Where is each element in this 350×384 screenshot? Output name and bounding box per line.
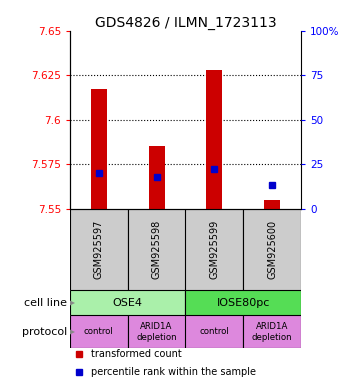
Bar [128, 315, 186, 348]
Bar [206, 70, 223, 209]
Text: transformed count: transformed count [91, 349, 182, 359]
Text: IOSE80pc: IOSE80pc [217, 298, 270, 308]
Bar [186, 209, 243, 290]
Text: protocol: protocol [22, 327, 67, 337]
Text: GSM925597: GSM925597 [94, 220, 104, 279]
Bar [148, 146, 165, 209]
Text: control: control [84, 327, 114, 336]
Bar [91, 89, 107, 209]
Title: GDS4826 / ILMN_1723113: GDS4826 / ILMN_1723113 [95, 16, 276, 30]
Bar [70, 209, 128, 290]
Bar [70, 315, 128, 348]
Text: OSE4: OSE4 [113, 298, 143, 308]
Text: cell line: cell line [24, 298, 67, 308]
Text: percentile rank within the sample: percentile rank within the sample [91, 367, 256, 377]
Bar [243, 315, 301, 348]
Text: GSM925600: GSM925600 [267, 220, 277, 279]
Text: GSM925599: GSM925599 [209, 220, 219, 279]
Bar [70, 290, 186, 315]
Text: control: control [199, 327, 229, 336]
Bar [128, 209, 186, 290]
Bar [186, 315, 243, 348]
Bar [243, 209, 301, 290]
Bar [264, 200, 280, 209]
Text: ARID1A
depletion: ARID1A depletion [252, 322, 293, 341]
Text: ARID1A
depletion: ARID1A depletion [136, 322, 177, 341]
Bar [186, 290, 301, 315]
Text: GSM925598: GSM925598 [152, 220, 162, 279]
